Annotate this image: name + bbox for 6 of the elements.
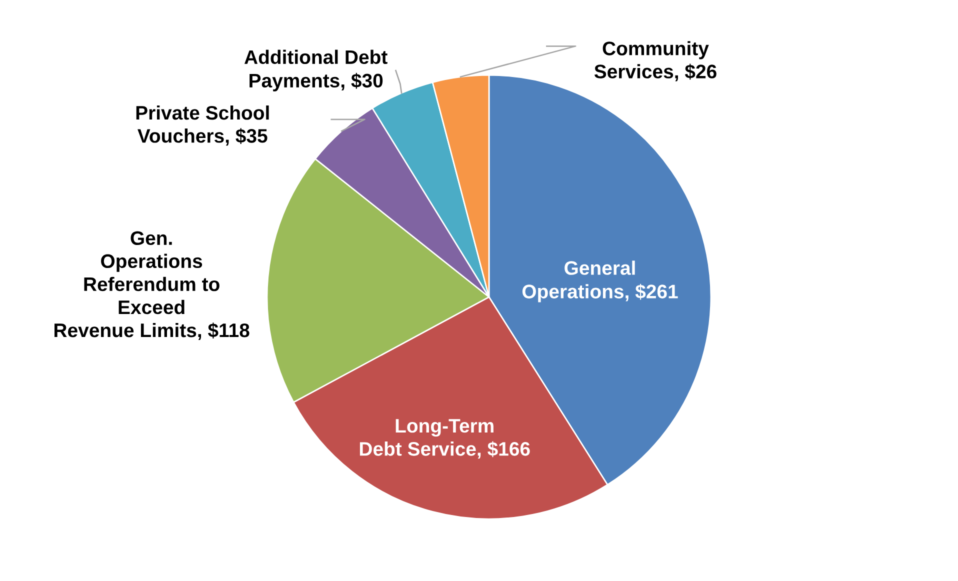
slice-label: Private School Vouchers, $35: [136, 105, 269, 146]
slice-label: Long-Term Debt Service, $166: [360, 419, 530, 459]
slice-label: Additional Debt Payments, $30: [244, 50, 388, 92]
slice-label: General Operations, $261: [522, 260, 678, 302]
slice-label: Community Services, $26: [594, 41, 716, 82]
slice-label: Gen. Operations Referendum to Exceed Revenue Limits, $118: [54, 231, 250, 340]
